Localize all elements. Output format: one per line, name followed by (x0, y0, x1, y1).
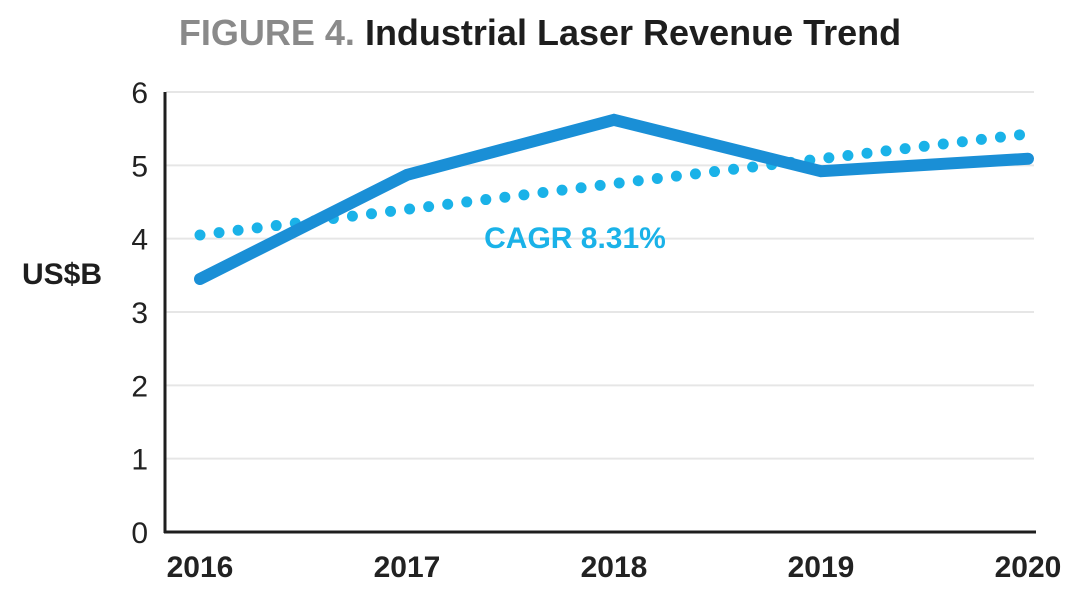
figure-label: FIGURE 4. (178, 12, 355, 53)
gridlines (166, 91, 1034, 460)
cagr-annotation: CAGR 8.31% (484, 222, 666, 255)
y-tick-label: 1 (131, 444, 148, 477)
y-tick-label: 0 (131, 517, 148, 550)
y-tick-label: 5 (131, 150, 148, 183)
y-tick-label: 3 (131, 297, 148, 330)
y-tick-labels: 0 1 2 3 4 5 6 (131, 77, 148, 550)
trend-line (194, 128, 1034, 241)
chart-title: FIGURE 4. Industrial Laser Revenue Trend (0, 12, 1080, 54)
x-tick-labels: 2016 2017 2018 2019 2020 (167, 551, 1062, 584)
chart-title-text: Industrial Laser Revenue Trend (364, 12, 902, 53)
y-tick-label: 4 (131, 224, 148, 257)
x-tick-label: 2017 (374, 551, 441, 584)
revenue-line (194, 113, 1034, 285)
x-tick-label: 2020 (995, 551, 1062, 584)
x-tick-label: 2016 (167, 551, 234, 584)
x-tick-label: 2019 (788, 551, 855, 584)
x-tick-label: 2018 (581, 551, 648, 584)
y-tick-label: 6 (131, 77, 148, 110)
y-axis-label: US$B (22, 258, 102, 291)
y-tick-label: 2 (131, 370, 148, 403)
